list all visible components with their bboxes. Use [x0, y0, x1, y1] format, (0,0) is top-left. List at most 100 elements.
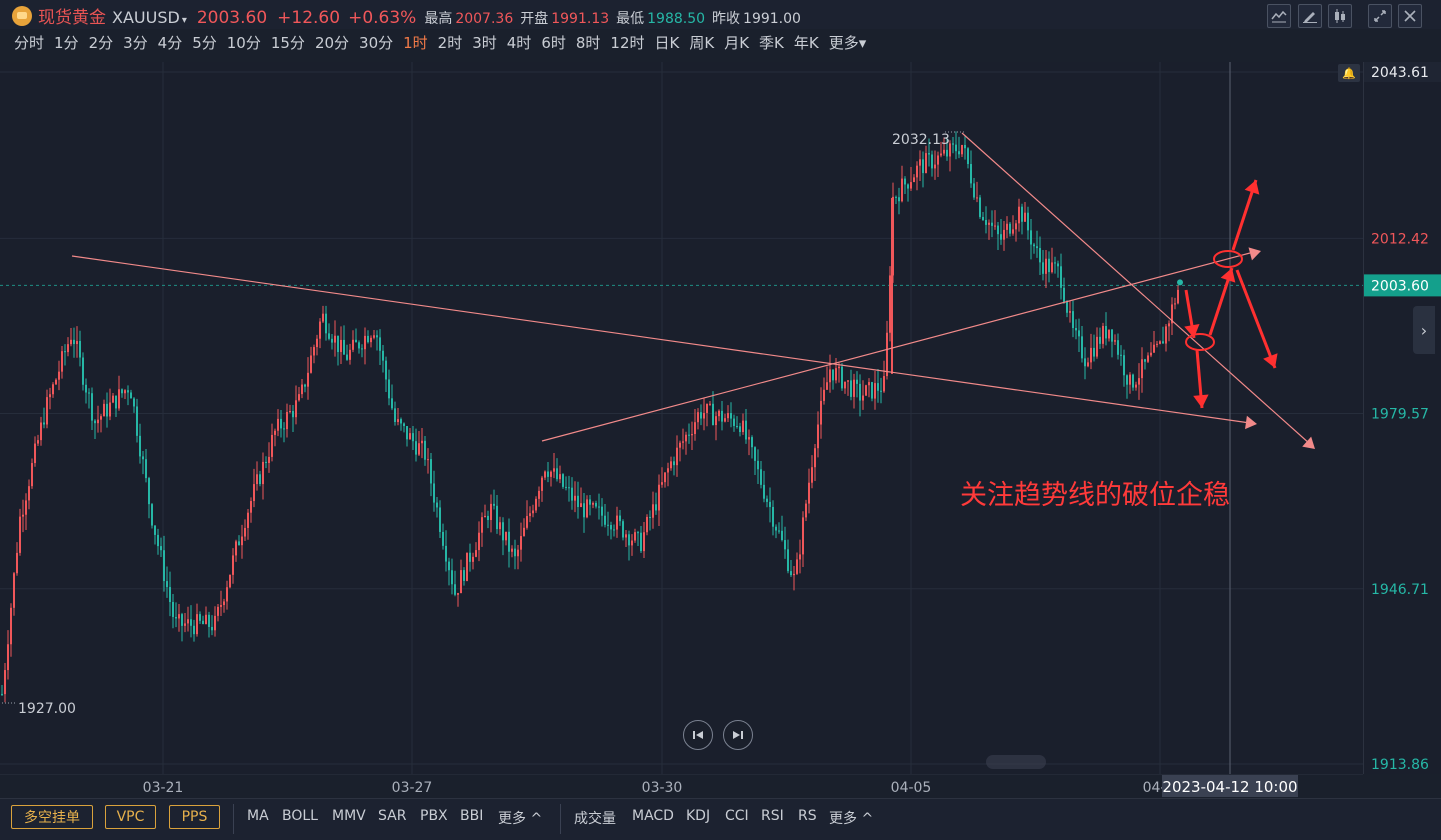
arrowhead — [1220, 268, 1236, 283]
period-tab-10[interactable]: 1时 — [403, 34, 428, 52]
period-tab-7[interactable]: 15分 — [270, 34, 305, 52]
candle — [961, 144, 963, 157]
period-tab-4[interactable]: 4分 — [157, 34, 183, 52]
indicator-ma[interactable]: MA — [247, 808, 269, 824]
candle — [37, 434, 39, 447]
candle — [853, 373, 855, 409]
period-tab-14[interactable]: 6时 — [541, 34, 566, 52]
indicator-sar[interactable]: SAR — [378, 808, 407, 824]
period-tab-9[interactable]: 30分 — [359, 34, 394, 52]
candle — [775, 524, 777, 539]
period-tab-3[interactable]: 3分 — [123, 34, 148, 52]
candle — [703, 397, 705, 431]
indicator-pbx[interactable]: PBX — [420, 808, 448, 824]
period-tab-8[interactable]: 20分 — [314, 34, 350, 52]
date-tick-3: 04-05 — [891, 780, 932, 796]
candle — [472, 552, 474, 570]
candle — [487, 510, 489, 529]
chart-canvas[interactable]: 2032.13 1927.00 关注趋势线的破位企稳 — [0, 62, 1363, 774]
period-tab-5[interactable]: 5分 — [192, 34, 217, 52]
period-tab-18[interactable]: 周K — [689, 34, 715, 52]
pen-icon[interactable] — [1298, 4, 1322, 28]
divider — [233, 804, 234, 834]
candle — [766, 495, 768, 508]
period-tab-20[interactable]: 季K — [759, 34, 784, 52]
period-tab-11[interactable]: 2时 — [437, 34, 463, 52]
period-tab-22[interactable]: 更多▾ — [828, 34, 867, 52]
candle — [859, 374, 861, 417]
candle — [784, 526, 786, 559]
indicator-macd[interactable]: MACD — [632, 808, 674, 824]
indicator-rsi[interactable]: RSI — [761, 808, 784, 824]
line-tool-icon[interactable] — [1267, 4, 1291, 28]
indicator-mmv[interactable]: MMV — [332, 808, 366, 824]
candle — [1021, 203, 1023, 235]
indicator-boll[interactable]: BOLL — [282, 808, 318, 824]
candle — [1006, 216, 1008, 239]
period-tab-2[interactable]: 2分 — [88, 34, 114, 52]
bell-icon[interactable]: 🔔 — [1338, 64, 1360, 82]
period-tab-12[interactable]: 3时 — [472, 34, 497, 52]
period-tab-13[interactable]: 4时 — [506, 34, 532, 52]
period-tab-1[interactable]: 1分 — [54, 34, 79, 52]
sub-indicator-more[interactable]: 更多 ^ — [829, 811, 874, 827]
indicator-kdj[interactable]: KDJ — [686, 808, 711, 824]
fullscreen-icon[interactable] — [1368, 4, 1392, 28]
candle — [934, 150, 936, 180]
candle — [655, 492, 657, 515]
period-tab-17[interactable]: 日K — [654, 34, 680, 52]
chevron-right-icon[interactable]: › — [1413, 306, 1435, 354]
indicator-volume[interactable]: 成交量 — [574, 811, 616, 827]
period-tabs: 分时 1分 2分 3分 4分 5分 10分 15分 20分 30分 1时 2时 3时 4时 6时 8时 12时日… — [14, 32, 876, 53]
candle — [865, 384, 867, 397]
indicator-cci[interactable]: CCI — [725, 808, 749, 824]
candle — [268, 442, 270, 473]
current-price-badge — [1364, 274, 1441, 297]
vpc-button[interactable]: VPC — [105, 805, 156, 829]
candle — [154, 525, 156, 545]
period-tab-21[interactable]: 年K — [793, 34, 819, 52]
candle — [553, 453, 555, 479]
main-indicator-more[interactable]: 更多 ^ — [498, 811, 543, 827]
candle — [466, 552, 468, 582]
scroll-start-button[interactable] — [683, 720, 713, 750]
candle — [634, 528, 636, 543]
pps-button[interactable]: PPS — [169, 805, 220, 829]
candle — [1087, 357, 1089, 368]
chevron-down-icon[interactable]: ▾ — [181, 15, 187, 26]
arrowhead — [1193, 394, 1209, 408]
candle — [772, 500, 774, 536]
candle — [28, 479, 30, 510]
period-tab-15[interactable]: 8时 — [575, 34, 601, 52]
candle — [685, 431, 687, 455]
symbol-name[interactable]: 现货黄金 — [38, 8, 106, 28]
candlestick-chart[interactable]: 2032.13 1927.00 关注趋势线的破位企稳 — [0, 62, 1363, 774]
candle — [1177, 285, 1179, 305]
close-icon[interactable] — [1398, 4, 1422, 28]
arrowhead — [1244, 180, 1260, 195]
period-tab-6[interactable]: 10分 — [226, 34, 261, 52]
descending-trendline-short — [961, 132, 1311, 445]
period-tab-0[interactable]: 分时 — [14, 34, 45, 52]
candle — [247, 508, 249, 540]
candle — [454, 570, 456, 597]
period-tab-16[interactable]: 12时 — [610, 34, 645, 52]
period-tab-19[interactable]: 月K — [724, 34, 750, 52]
indicator-rs[interactable]: RS — [798, 808, 817, 824]
price-axis-label-1: 1979.57 — [1371, 407, 1429, 423]
candle — [397, 408, 399, 426]
indicator-bbi[interactable]: BBI — [460, 808, 484, 824]
crosshair-time: 2023-04-12 10:00 — [1162, 778, 1297, 796]
scroll-end-button[interactable] — [723, 720, 753, 750]
candle — [280, 409, 282, 438]
candle — [577, 481, 579, 519]
price-axis: 2043.61 2012.42 1979.57 1946.71 1913.86 2003.… — [1363, 62, 1441, 774]
candle — [31, 458, 33, 489]
symbol-code[interactable]: XAUUSD — [112, 8, 180, 27]
candle — [301, 379, 303, 399]
analysis-note: 关注趋势线的破位企稳 — [960, 480, 1230, 511]
arrowhead — [1184, 324, 1200, 338]
order-book-button[interactable]: 多空挂单 — [11, 805, 93, 829]
candle — [817, 411, 819, 458]
candle-settings-icon[interactable] — [1328, 4, 1352, 28]
